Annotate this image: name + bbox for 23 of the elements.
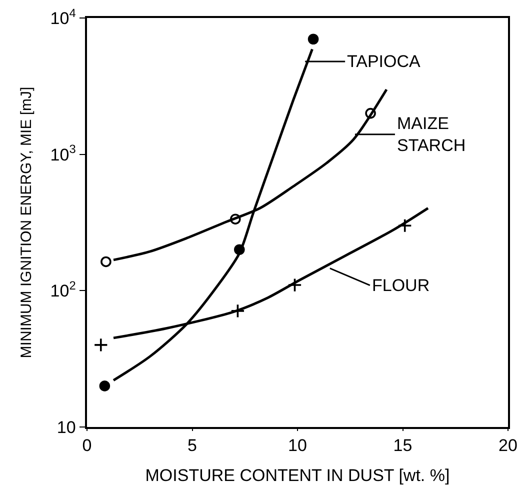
annotation: TAPIOCA [347, 52, 422, 71]
y-axis-title: MINIMUM IGNITION ENERGY, MIE [mJ] [18, 86, 36, 358]
point [398, 218, 412, 233]
x-tick-label: 10 [288, 436, 307, 456]
x-tick-label: 20 [498, 436, 518, 456]
annotation: FLOUR [372, 276, 430, 295]
x-axis-title: MOISTURE CONTENT IN DUST [wt. %] [145, 466, 450, 486]
point [230, 304, 245, 318]
point [94, 338, 108, 352]
point [365, 108, 376, 119]
point [99, 380, 110, 392]
point [230, 214, 241, 224]
y-tick-label: 10 [56, 418, 76, 437]
point [308, 34, 319, 45]
x-tick-label: 15 [393, 436, 412, 456]
x-tick-label: 5 [188, 436, 197, 456]
y-tick-label: 10$^{2}$ [50, 278, 76, 301]
annotation: MAIZE STARCH [397, 114, 466, 156]
x-tick-label: 0 [82, 436, 92, 456]
point [288, 278, 302, 292]
y-tick-label: 10$^{3}$ [50, 142, 76, 164]
point [100, 256, 112, 268]
y-tick-label: 10$^{4}$ [50, 6, 76, 28]
